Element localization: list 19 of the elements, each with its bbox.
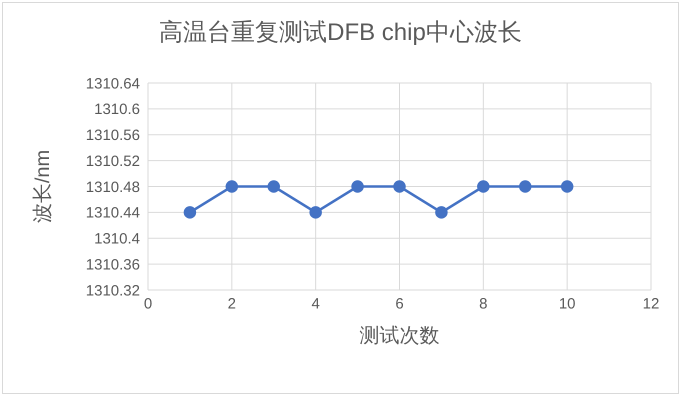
x-tick-label: 4 — [311, 296, 320, 313]
y-tick-label: 1310.56 — [86, 127, 140, 144]
x-tick-label: 6 — [395, 296, 404, 313]
x-tick-label: 0 — [144, 296, 152, 313]
y-tick-label: 1310.4 — [94, 230, 140, 248]
x-tick-label: 8 — [479, 296, 488, 313]
x-tick-label: 2 — [228, 296, 236, 313]
y-tick-label: 1310.32 — [86, 282, 140, 300]
y-tick-label: 1310.52 — [86, 152, 140, 170]
y-tick-label: 1310.44 — [86, 204, 140, 222]
y-tick-label: 1310.36 — [86, 256, 140, 274]
y-tick-label: 1310.64 — [86, 75, 140, 92]
y-tick-label: 1310.6 — [94, 101, 140, 118]
x-tick-label: 12 — [642, 296, 660, 313]
y-axis-title: 波长/nm — [32, 150, 54, 224]
x-axis-title: 测试次数 — [360, 325, 440, 347]
y-tick-label: 1310.48 — [86, 178, 140, 196]
x-tick-label: 10 — [558, 296, 576, 313]
chart-title: 高温台重复测试DFB chip中心波长 — [158, 18, 523, 48]
